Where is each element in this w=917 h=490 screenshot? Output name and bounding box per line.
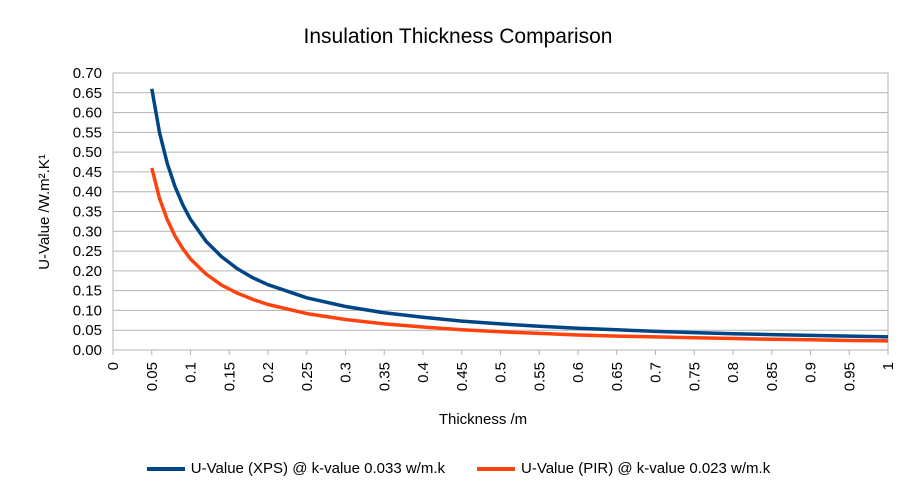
y-tick-label: 0.50 xyxy=(73,144,102,161)
plot-area-frame xyxy=(112,72,889,351)
y-axis-label: U-Value /W.m².K¹ xyxy=(36,154,53,270)
y-tick-label: 0.30 xyxy=(73,223,102,240)
y-tick-label: 0.05 xyxy=(73,322,102,339)
series-lines xyxy=(150,88,889,343)
chart: Insulation Thickness Comparison 0.00 0.05… xyxy=(36,25,897,428)
x-tick-label: 0.5 xyxy=(493,362,510,383)
series-line-xps xyxy=(150,88,889,339)
x-axis-label: Thickness /m xyxy=(439,411,527,428)
y-tick-label: 0.55 xyxy=(73,124,102,141)
x-tick-label: 0.55 xyxy=(531,362,548,391)
y-tick-label: 0.60 xyxy=(73,105,102,122)
legend: U-Value (XPS) @ k-value 0.033 w/m.k U-Va… xyxy=(0,460,917,477)
legend-item-pir: U-Value (PIR) @ k-value 0.023 w/m.k xyxy=(477,460,770,477)
x-tick-label: 0.25 xyxy=(299,362,316,391)
y-tick-label: 0.20 xyxy=(73,263,102,280)
x-tick-label: 0.65 xyxy=(609,362,626,391)
y-tick-label: 0.65 xyxy=(73,85,102,102)
x-tick-label: 0.1 xyxy=(183,362,200,383)
legend-swatch-pir xyxy=(477,466,515,471)
x-tick-label: 0.15 xyxy=(221,362,238,391)
x-tick-label: 0.6 xyxy=(570,362,587,383)
y-tick-label: 0.70 xyxy=(73,65,102,82)
y-tick-label: 0.35 xyxy=(73,204,102,221)
chart-title: Insulation Thickness Comparison xyxy=(304,25,613,48)
x-tick-label: 0.2 xyxy=(260,362,277,383)
x-tick-label: 0.95 xyxy=(841,362,858,391)
x-tick-label: 0.7 xyxy=(648,362,665,383)
x-tick-label: 0.85 xyxy=(764,362,781,391)
legend-label-xps: U-Value (XPS) @ k-value 0.033 w/m.k xyxy=(190,460,445,477)
x-tick-label: 0.45 xyxy=(454,362,471,391)
gridlines xyxy=(112,72,889,355)
y-tick-label: 0.25 xyxy=(73,243,102,260)
series-line-pir xyxy=(150,167,889,343)
x-tick-label: 0.8 xyxy=(725,362,742,383)
x-tick-label: 0.75 xyxy=(686,362,703,391)
y-tick-labels: 0.00 0.05 0.10 0.15 0.20 0.25 0.30 0.35 0.40 0.45… xyxy=(73,65,102,359)
y-tick-label: 0.45 xyxy=(73,164,102,181)
x-tick-label: 0.05 xyxy=(144,362,161,391)
legend-swatch-xps xyxy=(146,466,185,471)
x-tick-label: 1 xyxy=(880,362,897,370)
legend-item-xps: U-Value (XPS) @ k-value 0.033 w/m.k xyxy=(146,460,445,477)
x-tick-label: 0.3 xyxy=(338,362,355,383)
x-tick-label: 0.9 xyxy=(803,362,820,383)
x-tick-label: 0 xyxy=(105,362,122,370)
x-tick-label: 0.4 xyxy=(415,362,432,383)
x-tick-labels: 0 0.05 0.1 0.15 0.2 0.25 0.3 0.35 0.4 0.45 0.5 0.55… xyxy=(105,362,897,391)
legend-label-pir: U-Value (PIR) @ k-value 0.023 w/m.k xyxy=(521,460,771,477)
y-tick-label: 0.40 xyxy=(73,184,102,201)
x-tick-label: 0.35 xyxy=(376,362,393,391)
y-tick-label: 0.15 xyxy=(73,283,102,300)
y-tick-label: 0.10 xyxy=(73,302,102,319)
y-tick-label: 0.00 xyxy=(73,342,102,359)
